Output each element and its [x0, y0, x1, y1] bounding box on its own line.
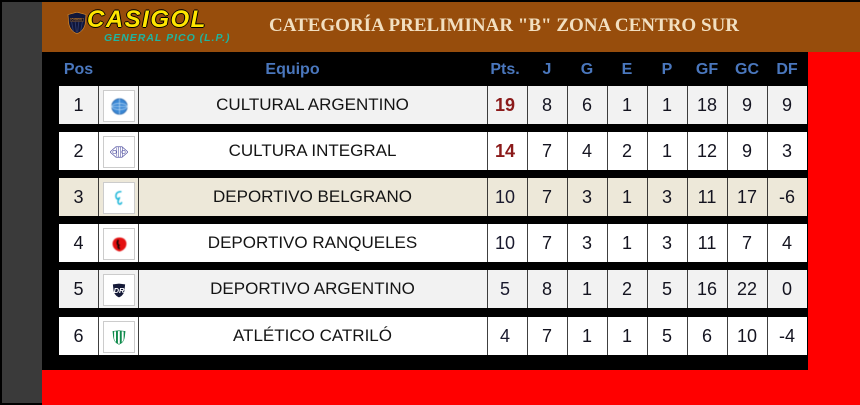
- svg-text:DR: DR: [114, 286, 125, 295]
- svg-text:CASIGOL: CASIGOL: [72, 19, 83, 22]
